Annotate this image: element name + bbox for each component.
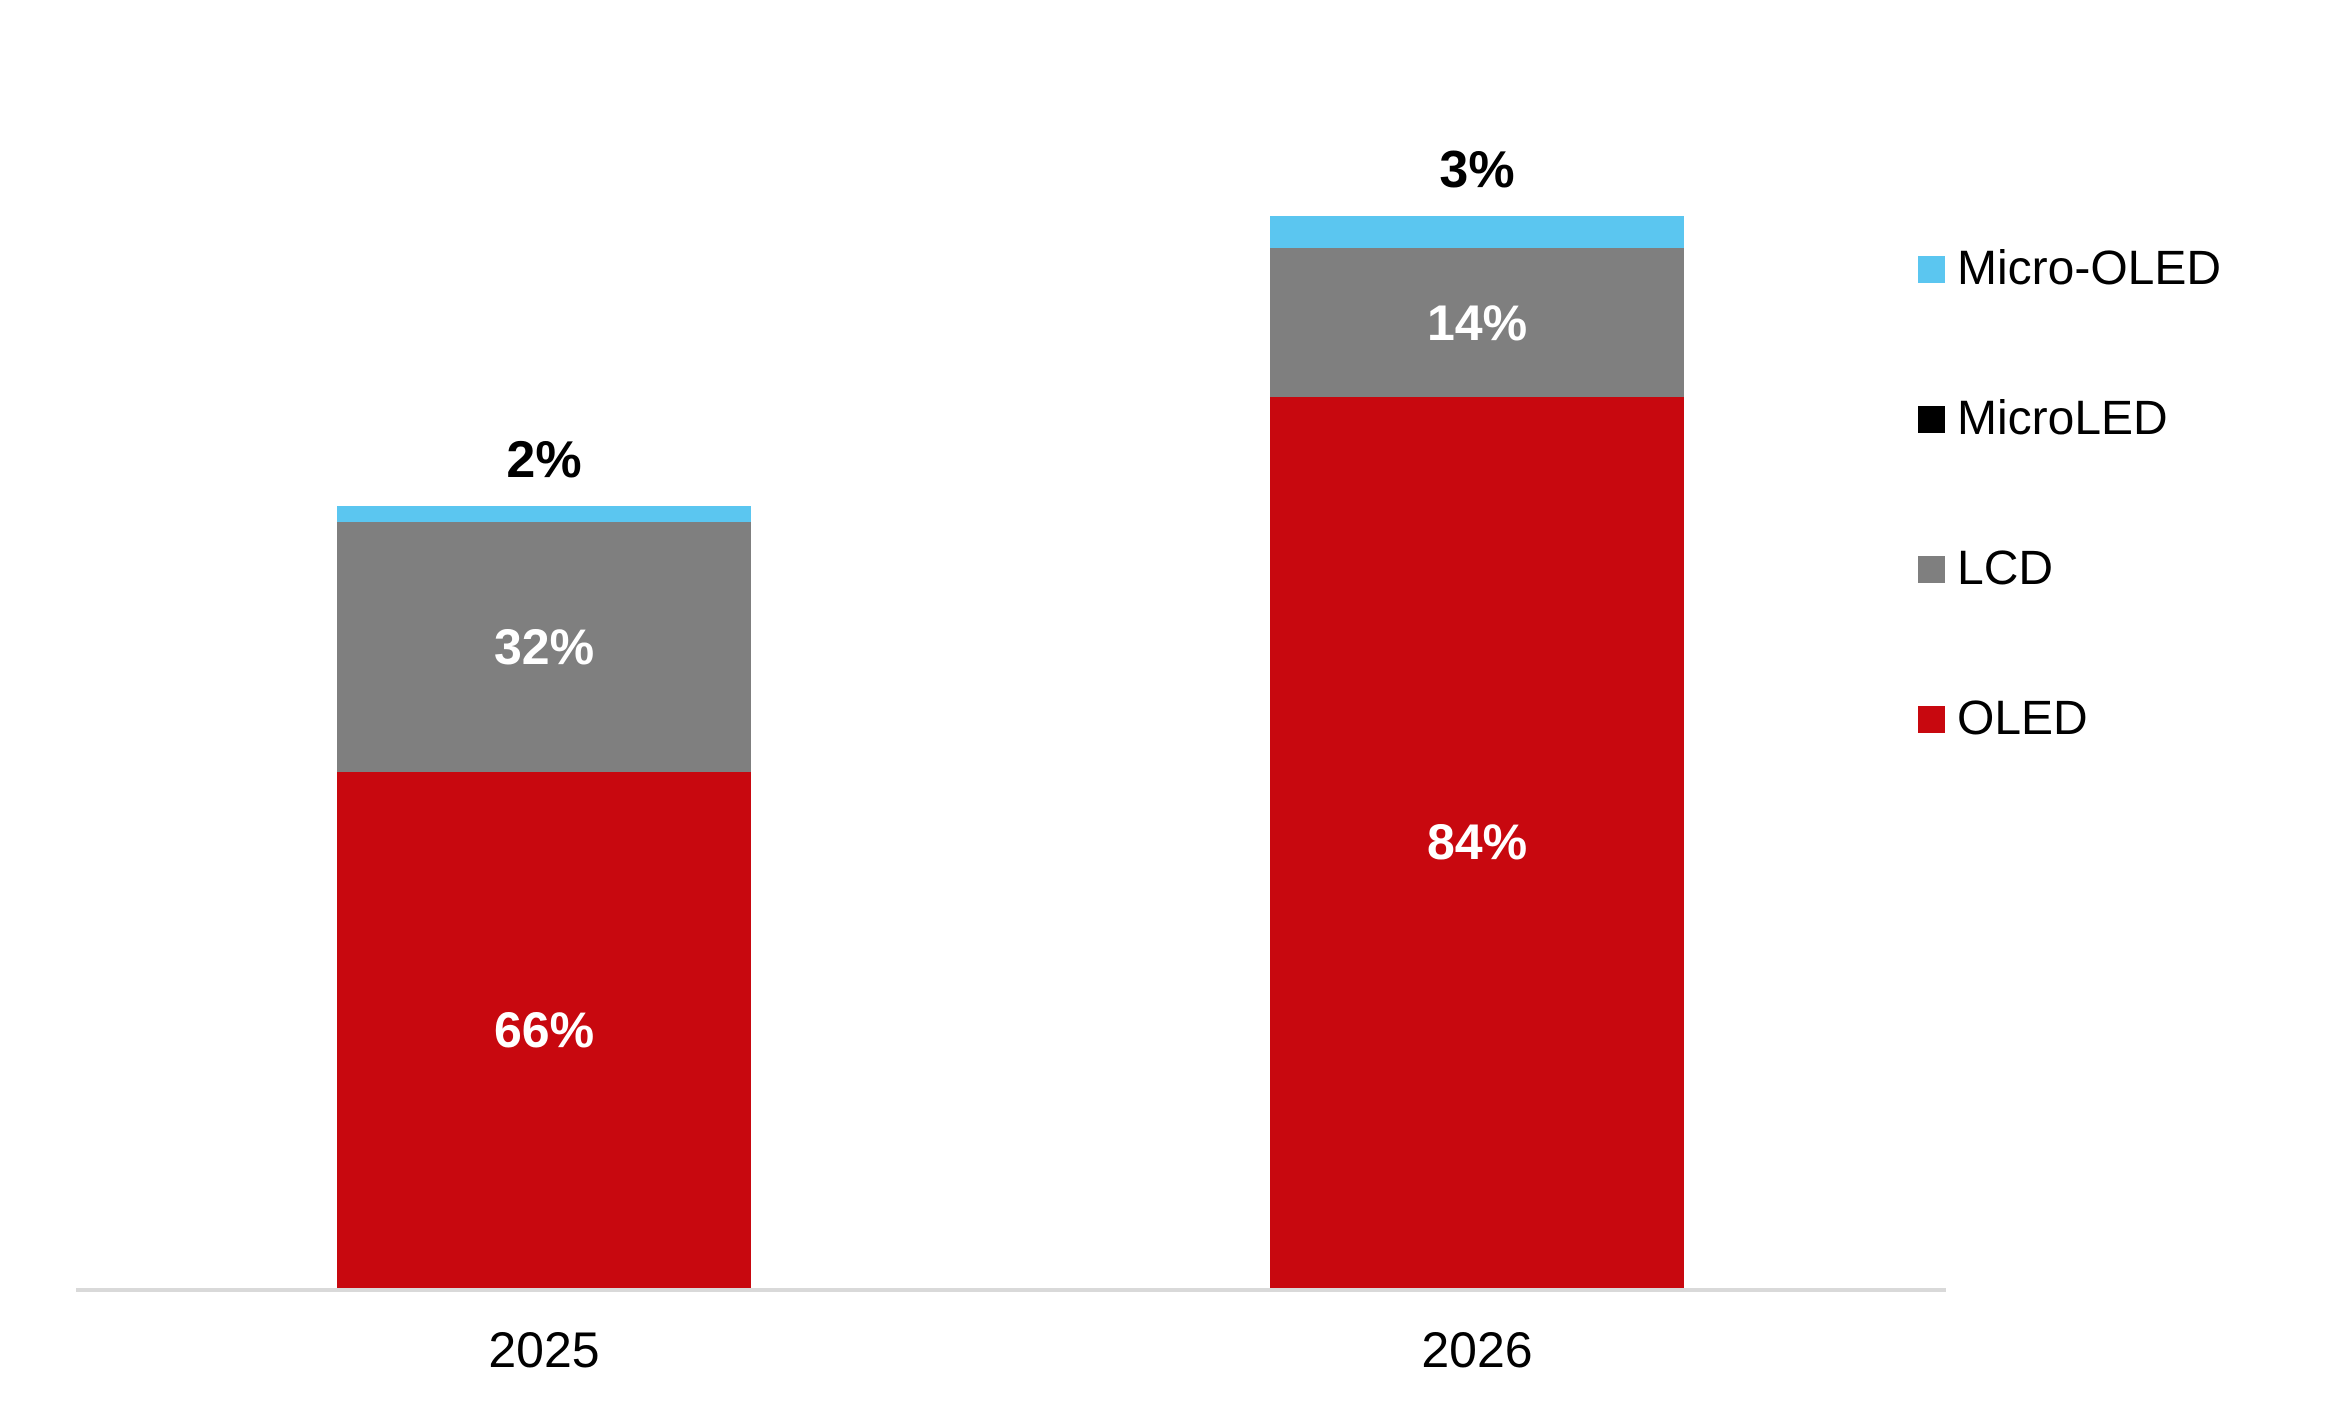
bar-2026-oled-segment: 84% <box>1270 396 1684 1288</box>
bar-2025-lcd-segment: 32% <box>337 521 751 772</box>
x-axis-line <box>76 1288 1946 1292</box>
bar-2026-oled-value-label: 84% <box>1426 814 1528 871</box>
legend-label-micro-oled: Micro-OLED <box>1957 242 2222 295</box>
bar-2026-lcd-segment: 14% <box>1270 248 1684 397</box>
bar-2025-lcd-value-label: 32% <box>493 618 595 675</box>
legend-label-oled: OLED <box>1957 692 2088 745</box>
bar-2025-oled-value-label: 66% <box>493 1001 595 1058</box>
bar-2026: 3% 14% 84% <box>1270 140 1684 1288</box>
oled-swatch-icon <box>1918 705 1945 733</box>
legend-item-micro-oled: Micro-OLED <box>1918 233 2221 305</box>
micro-oled-swatch-icon <box>1918 255 1945 283</box>
bar-2026-lcd-value-label: 14% <box>1426 294 1528 351</box>
legend-label-microled: MicroLED <box>1957 392 2168 445</box>
x-axis-label-2026: 2026 <box>1421 1322 1533 1378</box>
legend-item-oled: OLED <box>1918 683 2221 755</box>
bar-2025: 2% 32% 66% <box>337 430 751 1288</box>
bar-2025-top-label: 2% <box>506 431 582 490</box>
bar-2026-micro-oled-segment <box>1270 216 1684 249</box>
legend-item-lcd: LCD <box>1918 533 2221 605</box>
lcd-swatch-icon <box>1918 555 1945 583</box>
legend: Micro-OLED MicroLED LCD OLED <box>1918 233 2221 755</box>
bar-2025-oled-segment: 66% <box>337 771 751 1288</box>
microled-swatch-icon <box>1918 405 1945 433</box>
legend-item-microled: MicroLED <box>1918 383 2221 455</box>
bar-2025-micro-oled-segment <box>337 506 751 522</box>
bar-2026-top-label: 3% <box>1439 141 1515 200</box>
legend-label-lcd: LCD <box>1957 542 2054 595</box>
x-axis-label-2025: 2025 <box>488 1322 600 1378</box>
